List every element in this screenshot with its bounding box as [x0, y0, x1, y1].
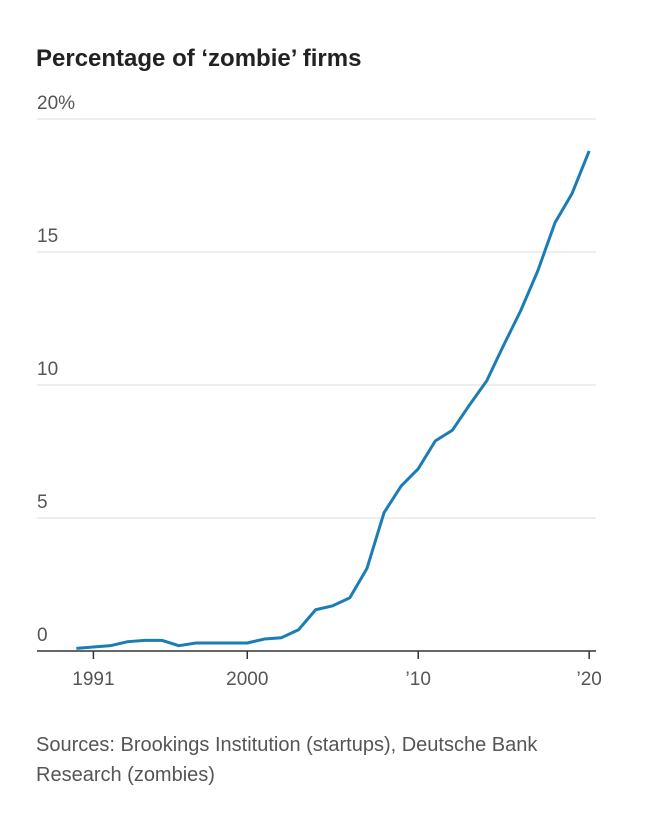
y-tick-label: 0 [37, 625, 48, 646]
source-note: Sources: Brookings Institution (startups… [36, 734, 538, 786]
x-tick-label: 2000 [226, 669, 268, 690]
y-tick-label: 20% [37, 93, 75, 114]
y-tick-label: 5 [37, 492, 48, 513]
x-tick-label: ’10 [406, 669, 431, 690]
x-tick-label: 1991 [72, 669, 114, 690]
data-line [76, 150, 591, 650]
y-tick-label: 10 [37, 359, 58, 380]
chart-title: Percentage of ‘zombie’ firms [36, 45, 361, 72]
y-tick-label: 15 [37, 226, 58, 247]
x-tick-label: ’20 [576, 669, 601, 690]
